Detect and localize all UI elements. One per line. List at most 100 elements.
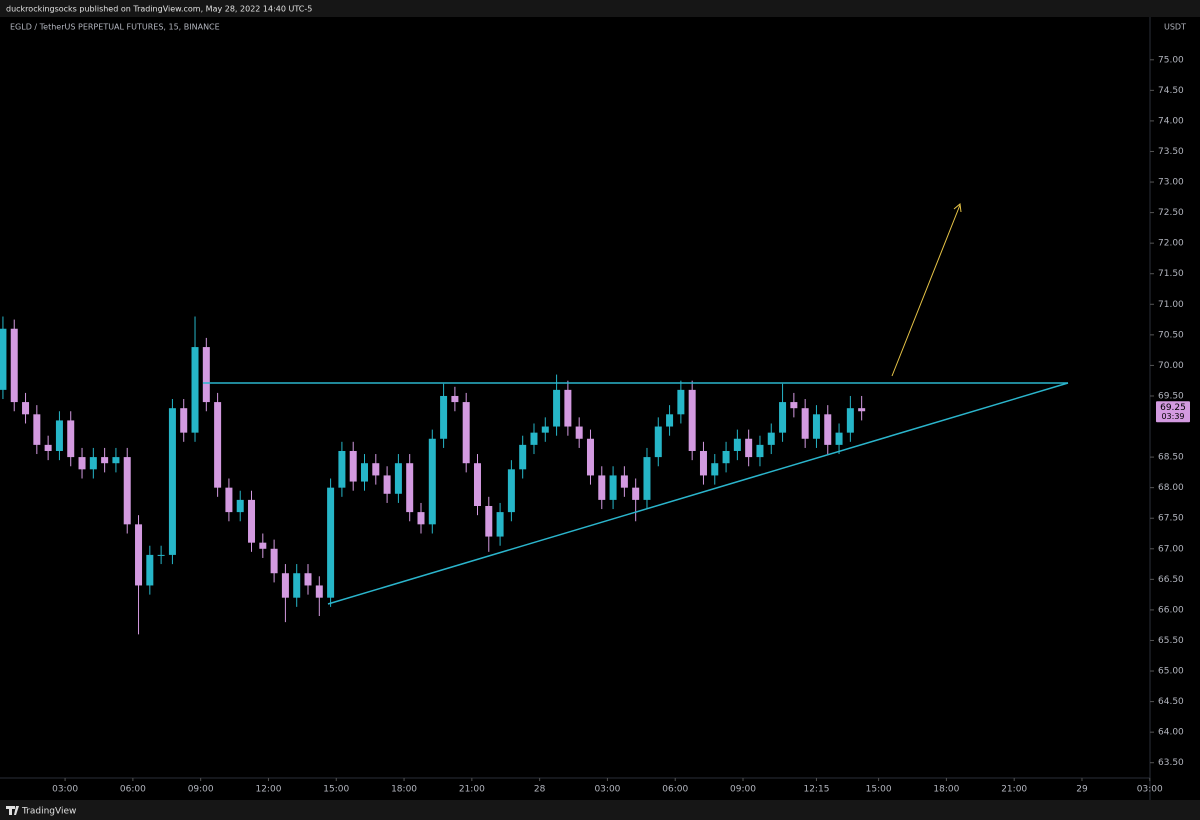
candle-body bbox=[248, 499, 256, 543]
candle-body bbox=[824, 414, 832, 445]
candle-body bbox=[349, 450, 357, 482]
y-tick-label: 74.50 bbox=[1158, 86, 1184, 96]
symbol-title: EGLD / TetherUS PERPETUAL FUTURES, 15, B… bbox=[10, 23, 220, 32]
x-tick-label: 18:00 bbox=[933, 785, 959, 795]
candle-body bbox=[44, 444, 52, 451]
candle-body bbox=[78, 457, 86, 470]
candle-body bbox=[236, 499, 244, 513]
candle-body bbox=[135, 524, 143, 586]
candle-body bbox=[722, 450, 730, 464]
candle-body bbox=[745, 438, 753, 458]
candle-body bbox=[553, 389, 561, 427]
candle-body bbox=[281, 573, 289, 598]
y-tick-label: 73.50 bbox=[1158, 147, 1184, 157]
candle-body bbox=[767, 432, 775, 445]
x-tick-label: 15:00 bbox=[866, 785, 892, 795]
candle-body bbox=[428, 438, 436, 525]
y-tick-label: 74.00 bbox=[1158, 116, 1184, 126]
y-tick-label: 67.50 bbox=[1158, 514, 1184, 524]
y-tick-label: 72.50 bbox=[1158, 208, 1184, 218]
candle-body bbox=[180, 408, 188, 433]
candle-body bbox=[338, 450, 346, 488]
candle-body bbox=[191, 347, 199, 433]
y-tick-label: 64.50 bbox=[1158, 697, 1184, 707]
brand: TradingView bbox=[21, 807, 76, 817]
candle-body bbox=[846, 408, 854, 433]
candle-body bbox=[541, 426, 549, 433]
x-tick-label: 21:00 bbox=[1001, 785, 1027, 795]
candle-body bbox=[293, 573, 301, 598]
candle-body bbox=[790, 402, 798, 409]
candle-body bbox=[10, 328, 18, 403]
x-tick-label: 21:00 bbox=[459, 785, 485, 795]
y-tick-label: 70.50 bbox=[1158, 330, 1184, 340]
x-tick-label: 12:00 bbox=[255, 785, 281, 795]
candle-body bbox=[101, 457, 109, 464]
y-tick-label: 72.00 bbox=[1158, 239, 1184, 249]
y-tick-label: 68.50 bbox=[1158, 453, 1184, 463]
candle-body bbox=[654, 426, 662, 458]
candle-body bbox=[361, 463, 369, 482]
x-tick-label: 15:00 bbox=[323, 785, 349, 795]
header-bar bbox=[0, 0, 1200, 17]
candle-body bbox=[202, 347, 210, 403]
candle-body bbox=[89, 457, 97, 470]
x-tick-label: 03:00 bbox=[52, 785, 78, 795]
x-tick-label: 09:00 bbox=[730, 785, 756, 795]
candle-body bbox=[666, 414, 674, 427]
candle-body bbox=[485, 505, 493, 537]
x-tick-label: 18:00 bbox=[391, 785, 417, 795]
y-tick-label: 63.50 bbox=[1158, 758, 1184, 768]
candle-body bbox=[733, 438, 741, 451]
price-tag-label: 69.25 bbox=[1160, 403, 1186, 413]
y-tick-label: 71.00 bbox=[1158, 300, 1184, 310]
y-tick-label: 70.00 bbox=[1158, 361, 1184, 371]
candle-body bbox=[394, 463, 402, 494]
candle-body bbox=[270, 548, 278, 574]
candle-body bbox=[372, 463, 380, 476]
x-tick-label: 29 bbox=[1076, 785, 1088, 795]
candle-body bbox=[146, 554, 154, 586]
candle-body bbox=[123, 457, 131, 525]
y-tick-label: 65.50 bbox=[1158, 636, 1184, 646]
candle-body bbox=[22, 402, 30, 415]
footer-bar bbox=[0, 800, 1200, 820]
y-tick-label: 67.00 bbox=[1158, 544, 1184, 554]
candle-body bbox=[225, 487, 233, 513]
candle-body bbox=[112, 457, 120, 464]
candle-body bbox=[564, 389, 572, 427]
x-tick-label: 09:00 bbox=[188, 785, 214, 795]
candle-body bbox=[756, 444, 764, 458]
x-tick-label: 28 bbox=[534, 785, 546, 795]
candle-body bbox=[214, 402, 222, 488]
arrow-head bbox=[953, 203, 962, 213]
candle-body bbox=[0, 328, 7, 390]
x-tick-label: 12:15 bbox=[803, 785, 829, 795]
candle-body bbox=[643, 457, 651, 500]
candle-body bbox=[157, 554, 165, 556]
y-tick-label: 73.00 bbox=[1158, 178, 1184, 188]
candle-body bbox=[55, 420, 63, 451]
axis-unit: USDT bbox=[1164, 23, 1186, 32]
y-tick-label: 66.50 bbox=[1158, 575, 1184, 585]
candle-body bbox=[779, 402, 787, 433]
candle-body bbox=[609, 475, 617, 500]
y-tick-label: 66.00 bbox=[1158, 605, 1184, 615]
candle-body bbox=[462, 402, 470, 464]
candle-body bbox=[620, 475, 628, 488]
candle-body bbox=[33, 414, 41, 445]
brand-logo bbox=[6, 806, 19, 815]
candle-body bbox=[315, 585, 323, 598]
candle-body bbox=[711, 463, 719, 476]
candle-body bbox=[304, 573, 312, 586]
x-tick-label: 03:00 bbox=[1137, 785, 1163, 795]
candle-body bbox=[327, 487, 335, 598]
candle-body bbox=[496, 512, 504, 537]
candle-body bbox=[507, 469, 515, 513]
candle-body bbox=[519, 444, 527, 470]
x-tick-label: 03:00 bbox=[594, 785, 620, 795]
candle-body bbox=[259, 542, 267, 549]
